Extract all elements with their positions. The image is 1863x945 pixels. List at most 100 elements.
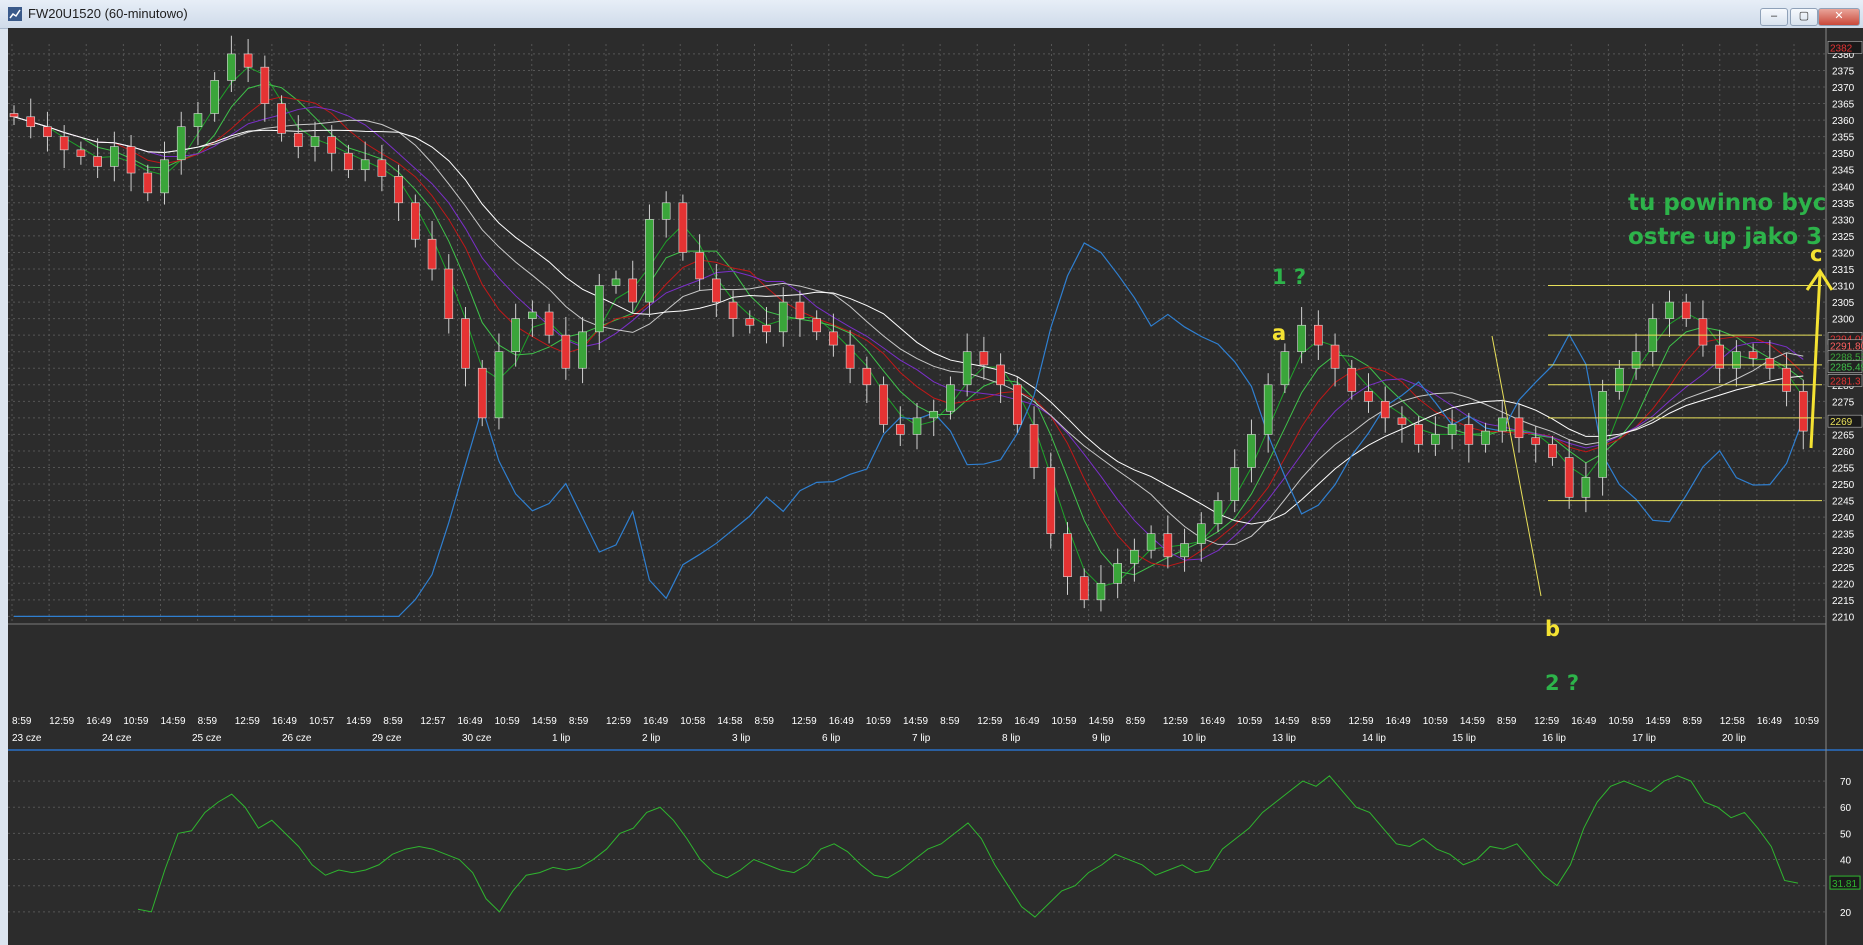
osc-tick-label: 70 (1840, 777, 1852, 788)
candle-up (1615, 367, 1624, 392)
candle-down (1464, 424, 1474, 445)
time-tick-label: 10:58 (680, 716, 705, 727)
price-chart[interactable]: 2210 2215 2220 2225 2230 2235 2240 2245 2250 2255… (8, 28, 1863, 945)
candle-up (160, 159, 169, 194)
price-labels: 238222692294.002291.802288.532285.492281… (1827, 41, 1863, 428)
maximize-button[interactable]: ▢ (1790, 8, 1818, 26)
candle-down (879, 384, 888, 425)
price-tag (1827, 374, 1863, 387)
osc-value-tag (1829, 875, 1861, 890)
price-tag (1827, 414, 1863, 428)
candle-down (377, 159, 387, 177)
candle-down (260, 66, 270, 104)
close-button[interactable]: ✕ (1818, 8, 1860, 26)
candle-down (762, 324, 771, 333)
candle-down (812, 318, 821, 333)
time-tick-label: 10:59 (123, 716, 148, 727)
candle-down (1548, 444, 1557, 458)
title-bar[interactable]: FW20U1520 (60-minutowo) – ▢ ✕ (0, 0, 1863, 29)
date-tick-label: 13 lip (1272, 733, 1296, 744)
candle-down (43, 126, 52, 137)
candle-down (862, 367, 872, 386)
candles (9, 35, 1808, 612)
time-tick-label: 8:59 (383, 716, 403, 727)
annotation-text-2: ostre up jako 3 (1628, 224, 1822, 250)
time-tick-label: 14:59 (1089, 716, 1114, 727)
candle-up (1665, 301, 1674, 319)
price-tick-label: 2355 (1832, 133, 1855, 144)
candle-down (678, 202, 688, 253)
candle-up (360, 159, 370, 171)
time-tick-label: 14:59 (161, 716, 186, 727)
price-tick-label: 2275 (1832, 397, 1855, 408)
time-tick-label: 16:49 (272, 716, 297, 727)
indicator-series-line (14, 242, 1804, 617)
candle-up (528, 311, 537, 319)
price-tick-label: 2335 (1832, 199, 1855, 210)
price-tick-label: 2235 (1832, 530, 1855, 541)
candle-up (494, 351, 504, 419)
candle-down (76, 149, 86, 157)
osc-tick-label: 60 (1840, 803, 1852, 814)
date-tick-label: 25 cze (192, 733, 222, 744)
candle-down (1364, 391, 1373, 402)
candle-up (645, 219, 654, 303)
time-tick-label: 10:57 (309, 716, 334, 727)
time-tick-label: 16:49 (458, 716, 483, 727)
candle-down (1330, 344, 1340, 369)
price-tag-label: 2288.53 (1830, 353, 1863, 364)
candle-down (26, 116, 36, 128)
price-tick-label: 2310 (1832, 282, 1855, 293)
candle-down (728, 301, 738, 319)
candle-down (1063, 533, 1072, 577)
price-tick-label: 2210 (1832, 612, 1855, 623)
price-tag-label: 2269 (1830, 417, 1853, 428)
osc-value-label: 31.81 (1832, 879, 1857, 890)
price-tick-label: 2255 (1832, 463, 1855, 474)
time-tick-label: 12:59 (1163, 716, 1188, 727)
price-tick-label: 2305 (1832, 298, 1855, 309)
candle-down (477, 367, 487, 419)
candle-down (1347, 367, 1357, 392)
time-tick-label: 8:59 (940, 716, 960, 727)
chart-area[interactable]: 2210 2215 2220 2225 2230 2235 2240 2245 2250 2255… (8, 28, 1863, 945)
moving-average-line (13, 106, 1804, 561)
grid (8, 44, 1863, 751)
time-tick-label: 8:59 (1497, 716, 1517, 727)
candle-up (578, 331, 587, 369)
time-tick-label: 16:49 (643, 716, 668, 727)
price-tick-label: 2340 (1832, 182, 1855, 193)
price-tag (1827, 360, 1863, 373)
time-tick-label: 12:59 (1349, 716, 1374, 727)
candle-down (561, 334, 571, 369)
candle-up (210, 80, 219, 114)
candle-up (176, 126, 186, 161)
candle-down (544, 311, 554, 336)
chart-app-icon (8, 7, 22, 21)
date-tick-label: 24 cze (102, 733, 132, 744)
indicator-line (14, 242, 1804, 617)
candle-down (126, 146, 136, 174)
window-title: FW20U1520 (60-minutowo) (28, 6, 188, 21)
time-tick-label: 8:59 (12, 716, 32, 727)
date-tick-label: 26 cze (282, 733, 312, 744)
candle-down (327, 136, 337, 154)
candle-down (1314, 324, 1323, 346)
price-tick-label: 2225 (1832, 563, 1855, 574)
time-tick-label: 10:59 (1423, 716, 1448, 727)
candle-down (59, 136, 69, 151)
oscillator-line (137, 775, 1799, 918)
time-tick-label: 8:59 (569, 716, 589, 727)
price-tick-label: 2380 (1832, 50, 1855, 61)
candle-up (511, 318, 520, 352)
candle-down (1748, 351, 1758, 359)
price-tag-label: 2285.49 (1830, 363, 1863, 374)
time-tick-label: 16:49 (1571, 716, 1596, 727)
time-tick-label: 12:59 (235, 716, 260, 727)
candle-up (778, 301, 788, 333)
minimize-button[interactable]: – (1760, 8, 1788, 26)
price-tick-label: 2315 (1832, 265, 1855, 276)
candle-down (895, 424, 905, 435)
candle-up (661, 202, 671, 220)
